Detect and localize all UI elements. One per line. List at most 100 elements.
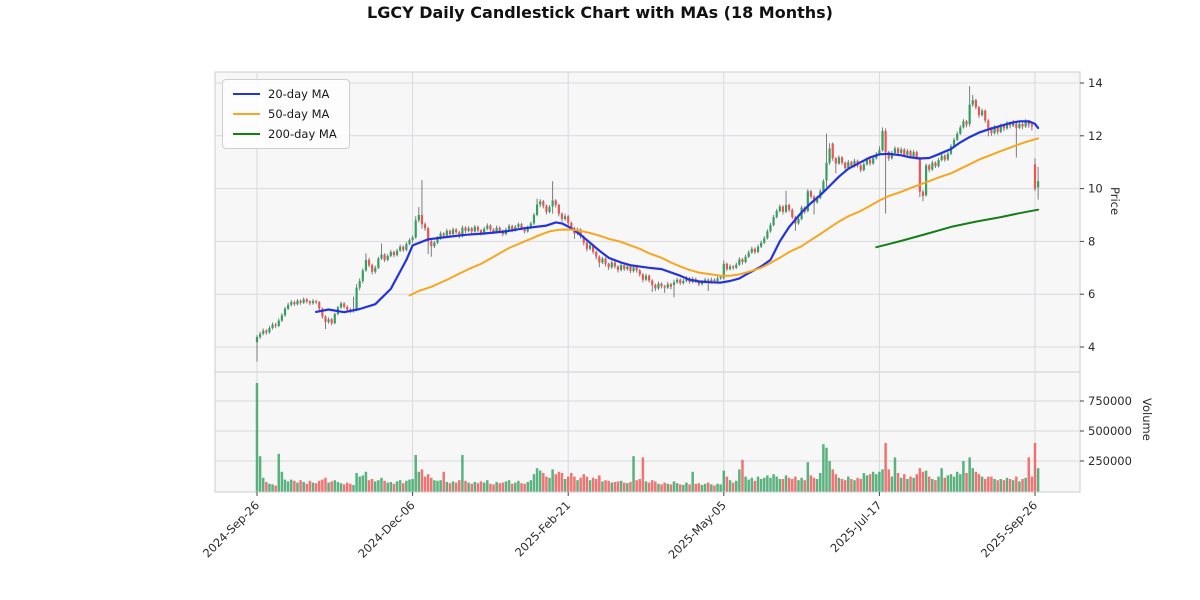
- candle-down: [305, 299, 308, 302]
- candle-up: [772, 217, 775, 226]
- volume-bar: [638, 479, 642, 492]
- candle-up: [716, 278, 719, 281]
- legend-item-ma200: 200-day MA: [233, 127, 337, 141]
- volume-bar: [1030, 476, 1034, 492]
- candle-up: [766, 231, 769, 239]
- candle-up: [763, 238, 766, 243]
- volume-bar: [819, 473, 822, 492]
- volume-bar: [386, 482, 389, 492]
- candle-up: [946, 153, 949, 160]
- volume-bar: [392, 483, 396, 492]
- volume-bar: [361, 475, 365, 492]
- candle-up: [822, 181, 825, 192]
- candle-down: [520, 224, 523, 229]
- candle-up: [710, 279, 713, 283]
- volume-bar: [772, 474, 775, 492]
- candle-up: [539, 201, 542, 205]
- volume-bar: [308, 480, 312, 492]
- candle-down: [651, 280, 654, 285]
- candle-up: [287, 304, 290, 309]
- volume-bar: [716, 483, 719, 492]
- volume-bar: [448, 483, 452, 492]
- volume-bar: [573, 476, 576, 492]
- candle-up: [900, 149, 903, 153]
- volume-bar: [738, 469, 741, 492]
- volume-bar: [423, 476, 427, 492]
- volume-bar: [554, 474, 558, 492]
- volume-bar: [442, 471, 445, 492]
- candle-up: [890, 152, 893, 159]
- volume-bar: [436, 480, 439, 492]
- volume-bar: [931, 479, 934, 492]
- volume-bar: [355, 473, 358, 492]
- price-tick-label: 6: [1088, 287, 1095, 301]
- candle-up: [1018, 123, 1021, 128]
- candle-down: [887, 152, 890, 159]
- candle-down: [1033, 164, 1037, 189]
- volume-bar: [370, 479, 374, 492]
- candle-down: [943, 155, 946, 160]
- volume-bar: [296, 482, 299, 492]
- volume-axis-label: Volume: [1140, 398, 1154, 441]
- candle-up: [395, 250, 399, 256]
- volume-bar: [943, 477, 947, 492]
- volume-bar: [601, 481, 604, 492]
- candle-up: [483, 228, 486, 234]
- volume-bar: [560, 473, 564, 492]
- volume-bar: [731, 482, 735, 492]
- candle-down: [918, 158, 921, 192]
- candle-down: [476, 226, 480, 231]
- volume-bar: [825, 447, 828, 492]
- date-tick-label: 2024-Dec-06: [355, 498, 418, 561]
- volume-bar: [909, 476, 912, 492]
- volume-bar: [657, 483, 660, 492]
- volume-bar: [965, 473, 968, 492]
- volume-bar: [405, 480, 408, 492]
- candle-down: [648, 275, 651, 281]
- volume-bar: [660, 484, 663, 492]
- volume-bar: [579, 477, 582, 492]
- candle-down: [809, 191, 813, 197]
- volume-bar: [514, 482, 517, 492]
- candle-down: [616, 266, 620, 270]
- candle-up: [277, 320, 280, 326]
- candle-down: [420, 215, 424, 225]
- volume-bar: [769, 477, 772, 492]
- candle-down: [595, 251, 598, 257]
- candle-up: [756, 246, 760, 252]
- candle-down: [470, 228, 473, 232]
- legend-item-ma20: 20-day MA: [233, 87, 337, 101]
- volume-bar: [706, 482, 710, 492]
- volume-bar: [822, 444, 825, 492]
- volume-bar: [367, 480, 371, 492]
- volume-bar: [968, 457, 971, 492]
- candle-up: [268, 327, 271, 333]
- volume-bar: [467, 482, 470, 492]
- candle-up: [719, 277, 722, 279]
- candle-up: [514, 226, 517, 231]
- volume-bar: [918, 468, 922, 492]
- volume-bar: [299, 480, 302, 492]
- volume-bar: [532, 474, 536, 492]
- candle-up: [620, 265, 623, 270]
- volume-bar: [775, 476, 778, 492]
- candle-down: [458, 232, 461, 237]
- volume-bar: [632, 456, 635, 492]
- volume-bar: [952, 476, 956, 492]
- volume-bar: [850, 479, 853, 492]
- volume-bar: [650, 480, 654, 492]
- candle-down: [427, 228, 430, 242]
- volume-bar: [977, 474, 981, 492]
- candle-up: [377, 258, 380, 268]
- volume-bar: [682, 485, 685, 492]
- candle-down: [654, 284, 657, 289]
- candle-up: [931, 162, 934, 170]
- volume-bar: [529, 480, 533, 492]
- candle-up: [828, 148, 831, 163]
- candle-down: [392, 251, 396, 256]
- volume-bar: [784, 475, 788, 492]
- volume-bar: [439, 480, 442, 492]
- candle-down: [346, 306, 349, 310]
